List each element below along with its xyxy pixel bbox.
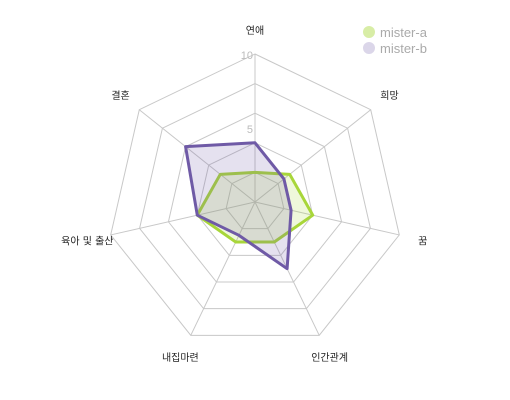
- radar-grid: [110, 53, 400, 336]
- tick-label: 10: [241, 50, 253, 62]
- axis-label: 꿈: [418, 235, 427, 247]
- grid-ring-1: [225, 171, 285, 230]
- legend-swatch: [363, 42, 375, 54]
- grid-ring-5: [110, 53, 400, 336]
- grid-ring-4: [139, 83, 371, 310]
- series-mister-b: [184, 141, 293, 271]
- grid-ring-3: [167, 112, 343, 283]
- legend-swatch: [363, 26, 375, 38]
- series-mister-a: [195, 170, 315, 244]
- axis-label: 인간관계: [311, 352, 348, 364]
- legend-label: mister-a: [380, 25, 428, 40]
- axis-spoke: [138, 109, 256, 203]
- axis-spoke: [190, 201, 256, 336]
- series-layer: [184, 141, 315, 271]
- axis-label: 희망: [380, 90, 398, 102]
- legend-label: mister-b: [380, 41, 427, 56]
- axis-label: 육아 및 출산: [61, 235, 113, 247]
- axis-label: 연애: [246, 25, 264, 37]
- axis-spoke: [254, 109, 372, 203]
- axis-label: 결혼: [111, 89, 129, 102]
- grid-ring-2: [196, 142, 314, 256]
- tick-label: 5: [247, 124, 253, 136]
- axis-spoke: [110, 201, 256, 236]
- axis-label: 내집마련: [162, 352, 199, 364]
- tick-labels: 10 5: [241, 50, 253, 136]
- axis-spoke: [254, 201, 400, 236]
